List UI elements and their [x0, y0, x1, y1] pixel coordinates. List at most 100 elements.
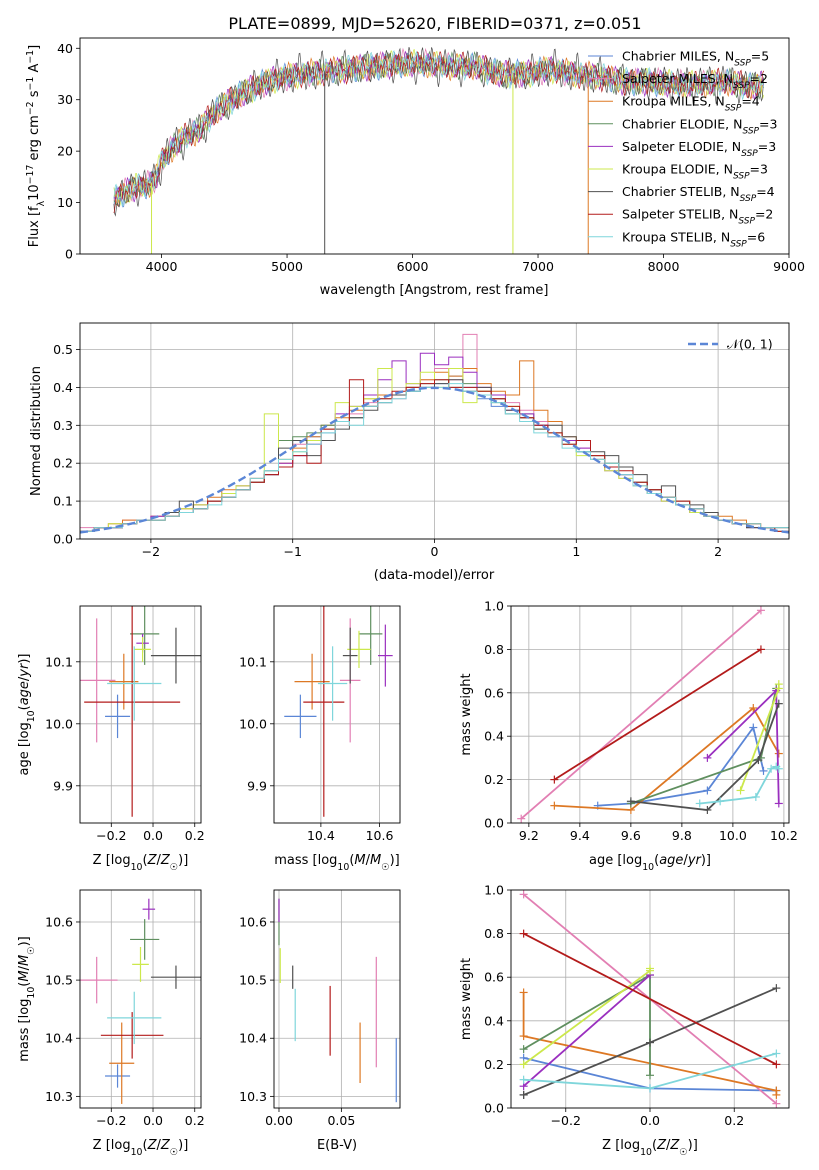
label-part: SSP — [733, 81, 750, 91]
axes-frame — [273, 605, 401, 824]
tick-label-y: 0.1 — [53, 494, 73, 509]
plot-area — [278, 898, 397, 1103]
tick-label-y: 10.6 — [45, 914, 73, 929]
label-part: SSP — [740, 194, 757, 204]
panel-mass_weight_vs_Z: −0.2 0.0 0.20.00.20.40.60.81.0Z [log10(Z/Z… — [459, 883, 790, 1158]
tick-label-y: 10.3 — [239, 1089, 267, 1104]
label-part: ☉ — [381, 862, 389, 873]
label-part: M — [354, 853, 365, 868]
label-part: mass [log — [274, 853, 337, 868]
label-part: =4 — [741, 94, 759, 109]
tick-label-x: 9.6 — [621, 828, 641, 843]
plot-area — [517, 606, 783, 823]
tick-label-x: 0.2 — [185, 828, 205, 843]
tick-label-y: 10.0 — [239, 716, 267, 731]
label-part: −2 — [25, 101, 36, 115]
label-part: Z — [160, 853, 171, 868]
label-part: Kroupa MILES, N — [622, 94, 725, 109]
tick-label-y: 10.5 — [45, 973, 73, 988]
x-axis-label: Z [log10(Z/Z☉)] — [602, 1138, 698, 1158]
tick-label-x: 9000 — [773, 259, 805, 274]
tick-label-x: 0.0 — [143, 828, 163, 843]
y-axis-label: Normed distribution — [29, 366, 44, 496]
tick-label-x: 0.00 — [265, 1113, 293, 1128]
tick-label-x: 4000 — [146, 259, 178, 274]
label-part: Z — [147, 1138, 158, 1153]
tick-label-y: 10.0 — [45, 716, 73, 731]
legend-label: Chabrier STELIB, NSSP=4 — [622, 184, 775, 204]
label-part: Z [log — [93, 853, 131, 868]
legend-label: Salpeter MILES, NSSP=2 — [622, 71, 768, 91]
tick-label-y: 0.6 — [484, 970, 504, 985]
legend-label: Kroupa MILES, NSSP=4 — [622, 94, 760, 114]
legend-label: Salpeter STELIB, NSSP=2 — [622, 207, 773, 227]
weight-line — [523, 974, 651, 1087]
plot-area — [519, 890, 781, 1108]
label-part: Chabrier MILES, N — [622, 49, 734, 64]
tick-label-y: 0.4 — [53, 380, 73, 395]
label-part: −1 — [25, 50, 36, 64]
tick-label-y: 0.0 — [484, 816, 504, 831]
tick-label-y: 9.9 — [247, 778, 267, 793]
label-part: age — [17, 681, 32, 705]
x-axis-label: Z [log10(Z/Z☉)] — [93, 1138, 189, 1158]
tick-label-y: 20 — [57, 144, 73, 159]
label-part: age [log — [17, 722, 32, 775]
x-axis-label: mass [log10(M/M☉)] — [274, 853, 400, 873]
x-axis-label: age [log10(age/yr)] — [589, 853, 711, 873]
tick-label-x: 7000 — [522, 259, 554, 274]
plot-area — [284, 606, 393, 817]
tick-label-x: 10.4 — [307, 828, 335, 843]
label-part: Salpeter STELIB, N — [622, 207, 738, 222]
plot-area — [80, 606, 201, 817]
tick-label-x: 0.2 — [724, 1113, 744, 1128]
tick-label-y: 0 — [65, 247, 73, 262]
label-part: =4 — [756, 184, 774, 199]
label-part: A — [27, 64, 42, 77]
label-part: Z — [147, 853, 158, 868]
tick-label-y: 10.6 — [239, 914, 267, 929]
label-part: Z [log — [93, 1138, 131, 1153]
label-part: )] — [390, 853, 400, 868]
y-axis-label: mass [log10(M/M☉)] — [17, 936, 37, 1062]
legend: 𝒩(0, 1) — [688, 337, 773, 352]
legend-label: Kroupa STELIB, NSSP=6 — [622, 229, 765, 249]
label-part: erg cm — [27, 115, 42, 164]
x-axis-label: E(B-V) — [317, 1138, 357, 1153]
plot-area — [113, 47, 765, 254]
weight-line — [520, 609, 762, 820]
legend-label: 𝒩(0, 1) — [727, 337, 773, 352]
label-part: SSP — [742, 126, 759, 136]
label-part: =3 — [750, 162, 768, 177]
axes-frame — [79, 605, 202, 824]
tick-label-y: 30 — [57, 92, 73, 107]
label-part: SSP — [730, 239, 747, 249]
label-part: −17 — [25, 165, 36, 185]
label-part: SSP — [733, 172, 750, 182]
label-part: 10 — [642, 862, 654, 873]
plot-area — [80, 333, 789, 534]
label-part: 10 — [27, 184, 42, 201]
tick-label-y: 0.0 — [484, 1101, 504, 1116]
axes-frame — [79, 37, 790, 255]
tick-label-y: 0.2 — [53, 456, 73, 471]
label-part: 10 — [131, 862, 143, 873]
label-part: Kroupa ELODIE, N — [622, 162, 733, 177]
label-part: SSP — [734, 59, 751, 69]
tick-label-x: 5000 — [271, 259, 303, 274]
tick-label-y: 0.2 — [484, 772, 504, 787]
tick-label-y: 10.1 — [45, 654, 73, 669]
tick-label-y: 0.4 — [484, 729, 504, 744]
x-axis-label: wavelength [Angstrom, rest frame] — [320, 283, 549, 298]
weight-line — [630, 703, 780, 811]
label-part: mass [log — [17, 999, 32, 1062]
tick-label-x: 10.2 — [770, 828, 798, 843]
label-part: ( — [349, 853, 354, 868]
tick-label-y: 10.1 — [239, 654, 267, 669]
label-part: )] — [178, 853, 188, 868]
label-part: Kroupa STELIB, N — [622, 229, 730, 244]
label-part: 10 — [26, 710, 37, 722]
label-part: )] — [17, 653, 32, 663]
